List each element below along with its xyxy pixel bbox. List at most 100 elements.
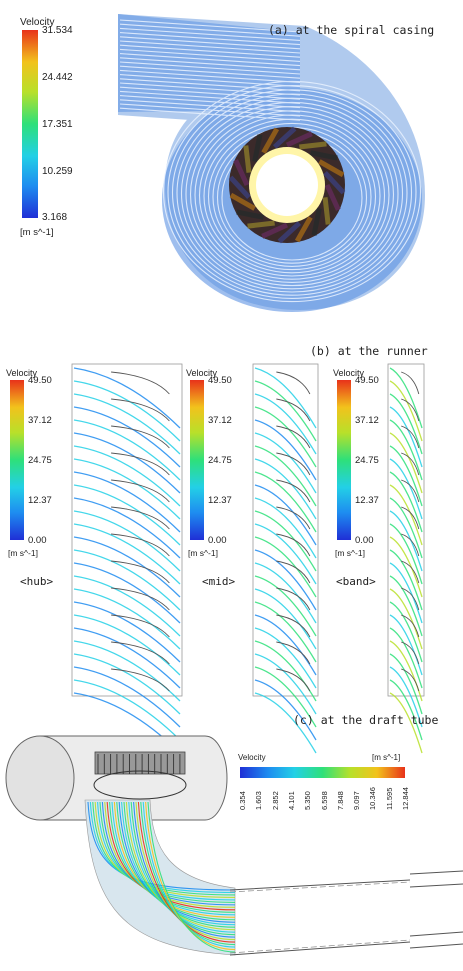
legend-hub-tick: 0.00 <box>28 535 47 546</box>
streamline <box>162 80 422 303</box>
blade-profile <box>111 398 170 422</box>
streamline <box>254 380 317 442</box>
runner-blade <box>324 183 341 211</box>
runner-blade <box>233 159 250 187</box>
blade-profile <box>111 506 170 530</box>
streamline <box>389 692 423 754</box>
streamline <box>389 653 423 715</box>
runner-blade <box>228 175 251 200</box>
blade-profile <box>276 641 311 665</box>
streamline <box>73 497 181 559</box>
streamline <box>389 536 423 598</box>
streamline <box>119 27 301 41</box>
legend-a-unit: [m s^-1] <box>20 227 54 238</box>
streamline <box>73 458 181 520</box>
streamline <box>119 32 301 46</box>
streamline <box>389 575 423 637</box>
streamline <box>119 19 301 33</box>
streamline <box>254 445 317 507</box>
runner-blade <box>299 141 327 150</box>
streamline <box>176 93 408 293</box>
legend-c-tick: 4.101 <box>286 791 296 810</box>
streamline <box>73 484 181 546</box>
streamline <box>119 99 301 113</box>
streamline <box>137 801 236 943</box>
blade-profile <box>276 398 311 422</box>
legend-a-tick: 10.259 <box>42 166 73 177</box>
streamline <box>73 523 181 585</box>
streamline <box>119 78 301 92</box>
legend-a-tick: 31.534 <box>42 25 73 36</box>
streamline <box>389 445 423 507</box>
blade-profile <box>401 587 420 611</box>
blade-profile <box>111 533 170 557</box>
streamline <box>73 549 181 611</box>
streamline <box>189 106 395 283</box>
legend-c-tick: 12.844 <box>401 787 410 810</box>
streamline <box>119 69 301 83</box>
streamline <box>389 640 423 702</box>
blade-profile <box>401 641 420 665</box>
streamline <box>130 801 236 936</box>
streamline <box>73 380 181 442</box>
streamline <box>254 627 317 689</box>
streamline <box>73 510 181 572</box>
streamline <box>121 801 236 926</box>
streamline <box>194 110 390 280</box>
runner-blade <box>272 126 297 149</box>
legend-mid-title: Velocity <box>186 368 218 378</box>
blade-profile <box>276 614 311 638</box>
streamline <box>133 801 236 938</box>
blade-profile <box>401 506 420 530</box>
runner-blade <box>277 221 302 244</box>
streamline <box>254 458 317 520</box>
legend-c-tick: 2.852 <box>270 791 280 810</box>
streamline <box>389 432 423 494</box>
streamline <box>254 679 317 741</box>
legend-c-tick: 10.346 <box>368 787 378 810</box>
streamline <box>73 627 181 689</box>
streamline <box>119 40 301 54</box>
streamline <box>119 103 301 117</box>
blade-profile <box>111 641 170 665</box>
streamline <box>73 588 181 650</box>
streamline <box>254 575 317 637</box>
blade-profile <box>111 668 170 692</box>
runner-blade <box>229 192 256 211</box>
blade-profile <box>276 425 311 449</box>
streamline <box>389 588 423 650</box>
runner-blade <box>261 222 289 239</box>
streamline <box>73 471 181 533</box>
runner-blade <box>322 197 331 225</box>
blade-profile <box>276 479 311 503</box>
streamline <box>119 95 301 109</box>
streamline <box>140 801 236 946</box>
blade-profile <box>401 425 420 449</box>
streamline <box>389 497 423 559</box>
blade-profile <box>276 452 311 476</box>
streamline <box>119 23 301 37</box>
legend-c-colorbar <box>240 767 405 778</box>
streamline <box>254 653 317 715</box>
legend-a-tick: 24.442 <box>42 72 73 83</box>
legend-c-unit: [m s^-1] <box>372 753 401 762</box>
streamline <box>254 601 317 663</box>
streamline <box>73 614 181 676</box>
legend-a-title: Velocity <box>20 17 55 28</box>
streamline <box>73 445 181 507</box>
legend-a-tick: 3.168 <box>42 212 68 223</box>
legend-band-title: Velocity <box>333 368 365 378</box>
blade-profile <box>401 398 420 422</box>
legend-c-tick: 5.350 <box>303 791 313 810</box>
streamline <box>389 380 423 442</box>
legend-c-tick: 0.354 <box>238 791 247 810</box>
streamline <box>119 107 301 121</box>
streamline <box>254 640 317 702</box>
blade-profile <box>401 452 420 476</box>
streamline <box>389 471 423 533</box>
streamline <box>119 65 301 79</box>
streamline <box>389 523 423 585</box>
streamline <box>73 406 181 468</box>
panel-b: Velocity 49.50 37.12 24.75 12.37 0.00 [m… <box>0 360 463 754</box>
streamline <box>73 562 181 624</box>
